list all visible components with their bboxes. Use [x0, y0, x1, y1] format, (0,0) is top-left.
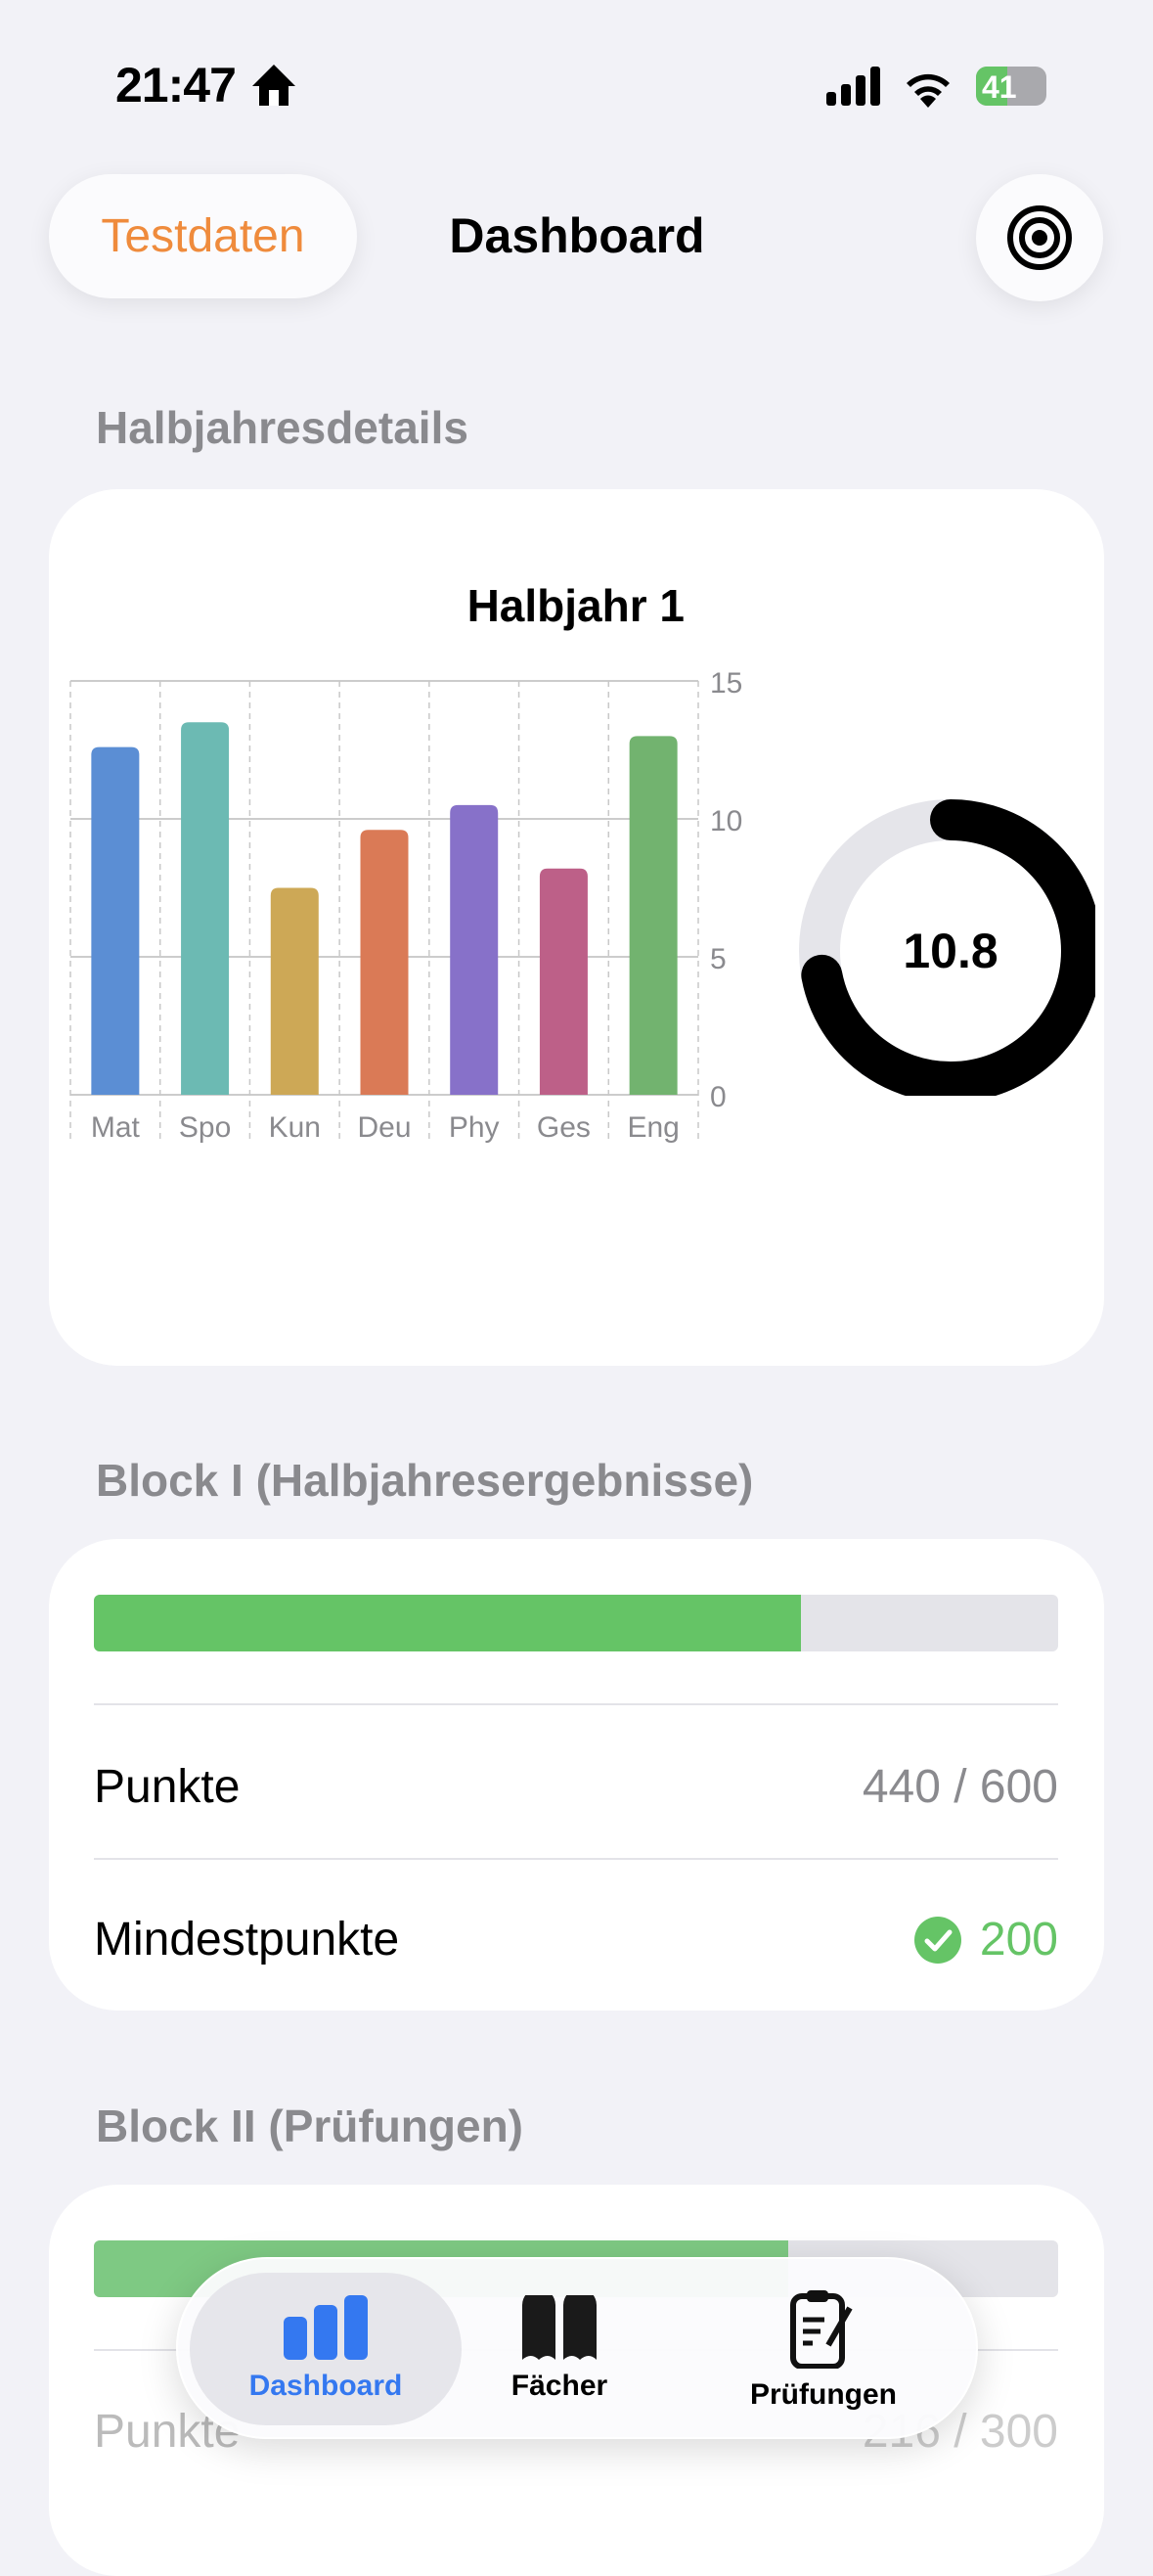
ring-progress	[799, 799, 1095, 1096]
battery-icon: 41	[976, 67, 1046, 106]
min-points: 200	[979, 1914, 1058, 1966]
bar-Kun	[270, 887, 319, 1095]
halbjahr-card: Halbjahr 1 0 5 10 15 Mat Spo Kun Deu Phy Ges Eng 1…	[49, 489, 1104, 1366]
bar-Ges	[539, 868, 588, 1095]
block2-header: Block II (Prüfungen)	[96, 2101, 523, 2151]
testdaten-button[interactable]: Testdaten	[49, 174, 357, 298]
x-tick-label: Kun	[269, 1111, 321, 1144]
y-tick-label: 10	[710, 805, 742, 837]
x-tick-label: Phy	[449, 1111, 500, 1144]
chart-title: Halbjahr 1	[466, 580, 685, 631]
battery-level: 41	[982, 69, 1017, 105]
status-time: 21:47	[115, 58, 237, 113]
x-tick-label: Eng	[627, 1111, 679, 1144]
wifi-icon	[907, 73, 950, 108]
bar-chart: 0 5 10 15 Mat Spo Kun Deu Phy Ges Eng	[69, 667, 742, 1144]
average-value: 10.8	[903, 924, 998, 978]
clipboard-pencil-icon	[790, 2290, 853, 2369]
book-icon	[522, 2295, 597, 2360]
x-tick-label: Mat	[91, 1111, 141, 1144]
target-icon	[1007, 205, 1072, 270]
block1-progress-bar	[94, 1595, 1058, 1651]
bar-Spo	[181, 722, 230, 1095]
block1-min-value: 200	[913, 1913, 1058, 1966]
signal-icon	[826, 67, 880, 106]
block1-header: Block I (Halbjahresergebnisse)	[96, 1455, 754, 1506]
bar-Deu	[360, 830, 409, 1095]
bar-Phy	[450, 804, 499, 1095]
average-ring: 10.8	[799, 799, 1095, 1096]
y-tick-label: 0	[710, 1081, 727, 1113]
x-tick-label: Deu	[357, 1111, 411, 1144]
tab-bar: Dashboard Fächer Prüfungen	[176, 2257, 978, 2439]
divider	[94, 1703, 1058, 1705]
block1-points-value: 440 / 600	[862, 1761, 1058, 1813]
tab-dashboard[interactable]: Dashboard	[190, 2273, 462, 2425]
target-button[interactable]	[976, 174, 1103, 301]
chart-bar-icon	[284, 2295, 368, 2360]
x-tick-label: Ges	[537, 1111, 591, 1144]
y-tick-label: 15	[710, 667, 742, 700]
divider	[94, 1858, 1058, 1860]
block1-min-label: Mindestpunkte	[94, 1914, 400, 1966]
tab-label: Fächer	[510, 2370, 608, 2402]
checkmark-circle-icon	[913, 1916, 961, 1964]
x-tick-label: Spo	[179, 1111, 231, 1144]
y-tick-label: 5	[710, 943, 727, 975]
bar-Mat	[91, 746, 140, 1095]
page-title: Dashboard	[449, 208, 705, 263]
bar-Eng	[629, 736, 678, 1095]
tab-faecher[interactable]: Fächer	[491, 2273, 628, 2425]
home-icon	[252, 65, 295, 106]
tab-label: Dashboard	[248, 2370, 403, 2402]
tab-label: Prüfungen	[750, 2378, 897, 2411]
block1-card: Punkte 440 / 600 Mindestpunkte 200	[49, 1539, 1104, 2011]
tab-pruefungen[interactable]: Prüfungen	[726, 2273, 921, 2425]
halbjahr-section-header: Halbjahresdetails	[96, 402, 468, 453]
block1-points-label: Punkte	[94, 1761, 241, 1813]
